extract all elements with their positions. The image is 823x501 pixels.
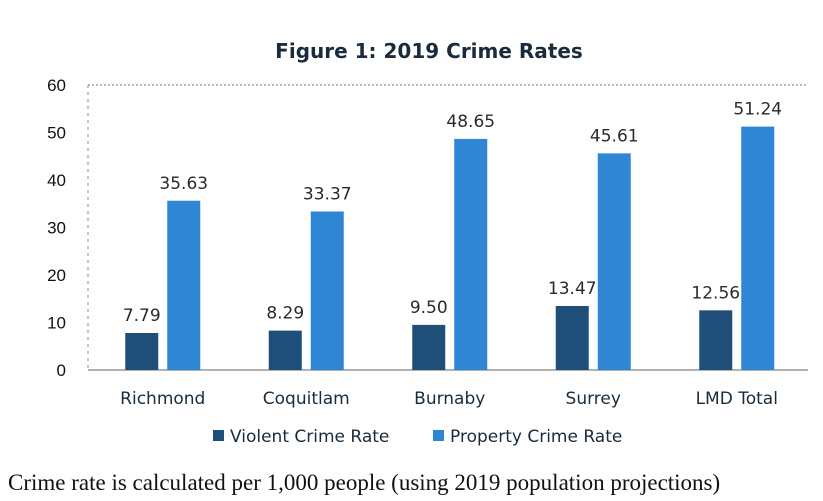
property-crime-data-label: 45.61 bbox=[590, 126, 639, 146]
property-crime-data-label: 35.63 bbox=[159, 174, 208, 194]
x-category-label: LMD Total bbox=[696, 389, 778, 409]
violent-crime-bar bbox=[268, 330, 302, 370]
chart-caption: Crime rate is calculated per 1,000 peopl… bbox=[8, 470, 721, 495]
legend-swatch-violent bbox=[213, 430, 224, 441]
property-crime-bar bbox=[167, 200, 201, 370]
y-tick-label: 40 bbox=[47, 171, 66, 190]
x-category-label: Surrey bbox=[566, 389, 621, 409]
legend-swatch-property bbox=[433, 430, 444, 441]
violent-crime-bar bbox=[125, 332, 159, 370]
chart-title: Figure 1: 2019 Crime Rates bbox=[275, 39, 583, 63]
y-tick-label: 0 bbox=[57, 361, 66, 380]
property-crime-data-label: 51.24 bbox=[733, 100, 782, 120]
y-tick-label: 20 bbox=[47, 266, 66, 285]
y-ticks-layer: 0 10 20 30 40 50 60 bbox=[47, 76, 66, 380]
violent-crime-bar bbox=[699, 310, 733, 370]
category-labels-layer: Richmond Coquitlam Burnaby Surrey LMD Total bbox=[120, 389, 778, 409]
legend-label-violent: Violent Crime Rate bbox=[230, 427, 389, 447]
violent-crime-data-label: 9.50 bbox=[410, 298, 448, 318]
legend-label-property: Property Crime Rate bbox=[450, 427, 622, 447]
x-category-label: Burnaby bbox=[414, 389, 485, 409]
property-crime-bar bbox=[597, 153, 631, 370]
bars-layer: 7.79 35.63 8.29 33.37 9.50 48.65 13.47 45.61 12.… bbox=[123, 100, 782, 370]
property-crime-data-label: 33.37 bbox=[303, 184, 352, 204]
violent-crime-bar bbox=[412, 324, 446, 370]
x-category-label: Coquitlam bbox=[263, 389, 350, 409]
violent-crime-data-label: 13.47 bbox=[548, 279, 597, 299]
property-crime-bar bbox=[454, 138, 488, 370]
x-category-label: Richmond bbox=[120, 389, 205, 409]
violent-crime-data-label: 7.79 bbox=[123, 306, 161, 326]
violent-crime-data-label: 12.56 bbox=[691, 283, 740, 303]
y-tick-label: 30 bbox=[47, 219, 66, 238]
violent-crime-bar bbox=[555, 306, 589, 370]
property-crime-bar bbox=[310, 211, 344, 370]
y-tick-label: 50 bbox=[47, 124, 66, 143]
y-tick-label: 60 bbox=[47, 76, 66, 95]
y-tick-label: 10 bbox=[47, 314, 66, 333]
property-crime-data-label: 48.65 bbox=[446, 112, 495, 132]
legend: Violent Crime Rate Property Crime Rate bbox=[213, 427, 622, 447]
property-crime-bar bbox=[741, 126, 775, 370]
violent-crime-data-label: 8.29 bbox=[266, 304, 304, 324]
